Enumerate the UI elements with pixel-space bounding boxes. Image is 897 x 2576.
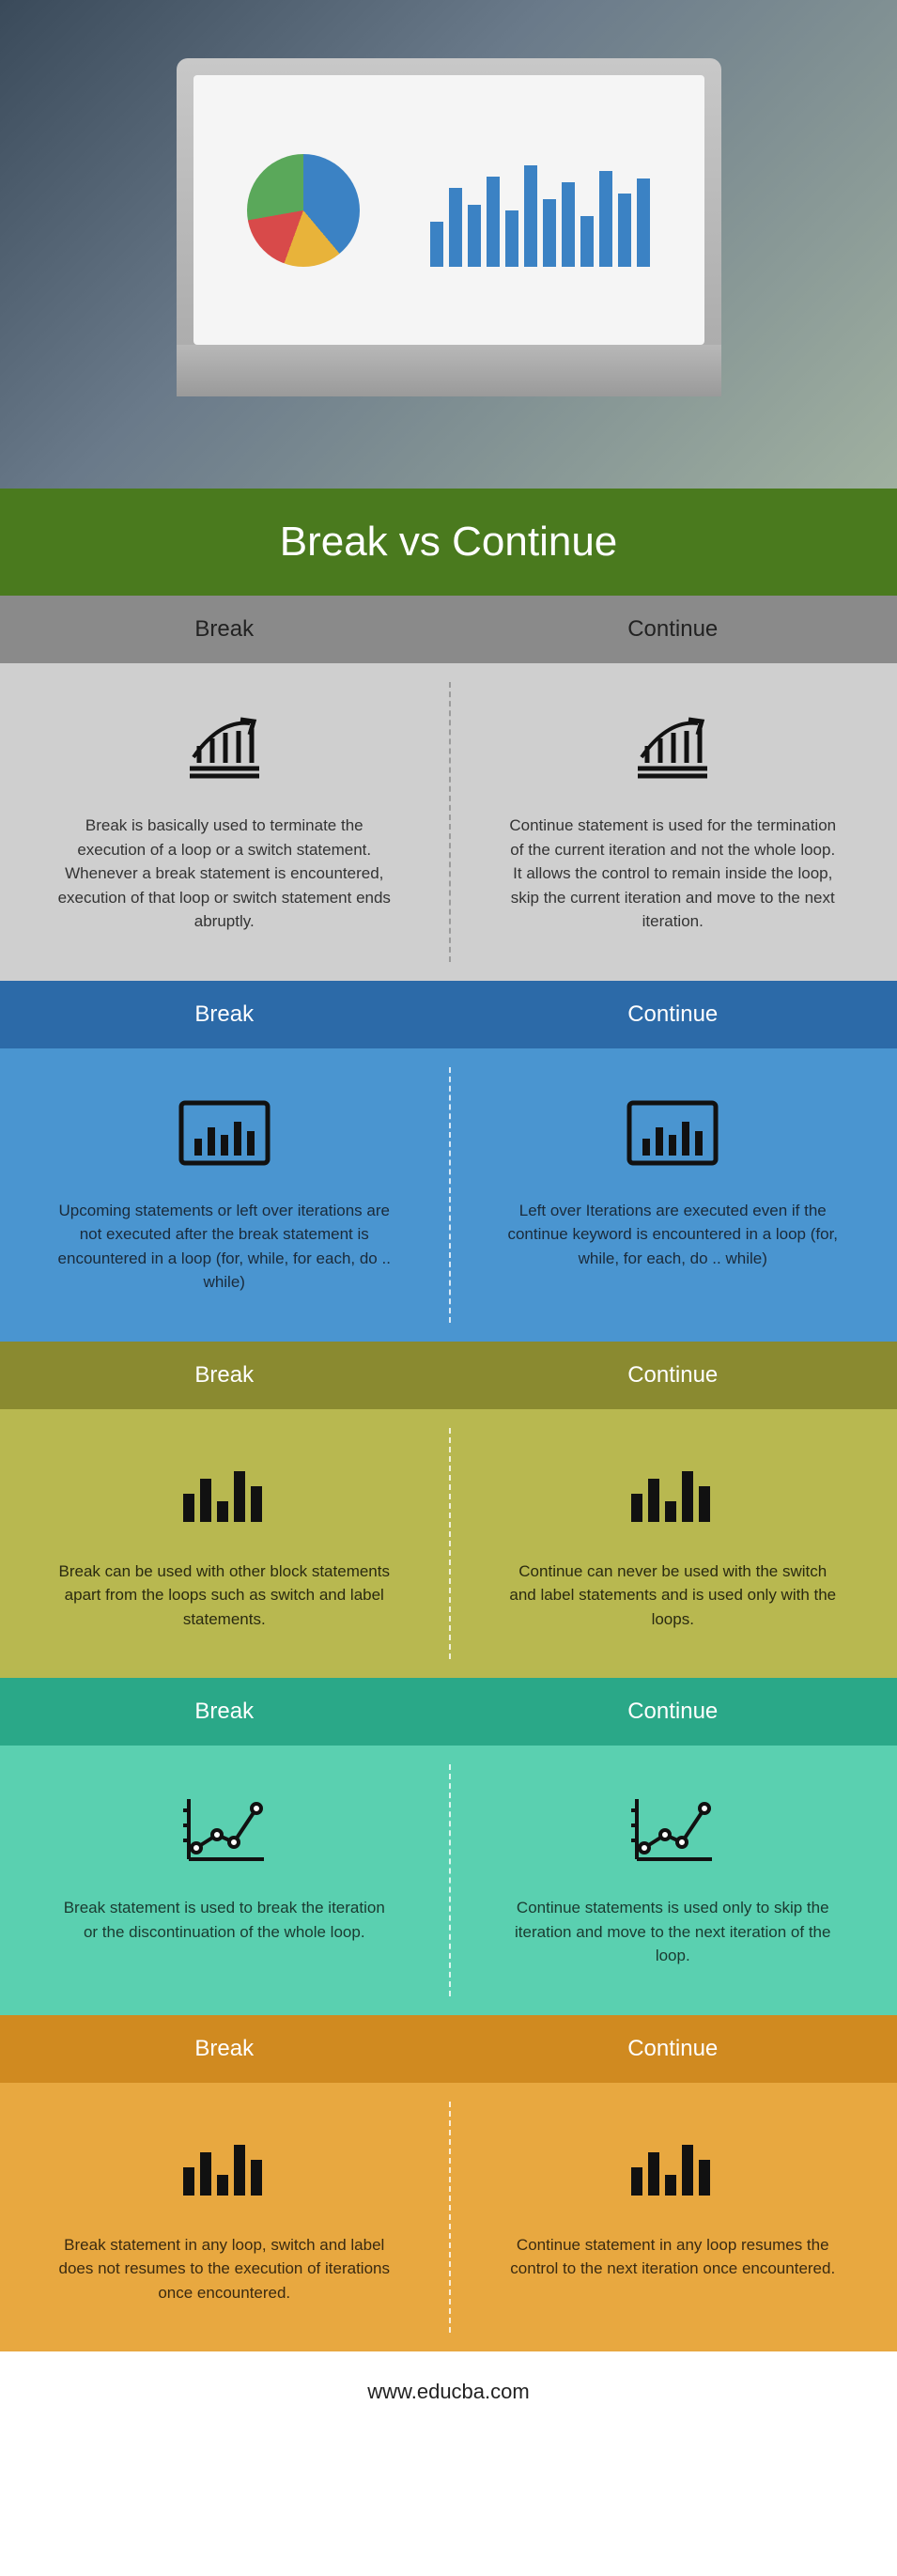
left-description: Break statement is used to break the ite… xyxy=(55,1896,394,1944)
linechart-icon xyxy=(626,1783,719,1877)
bars-icon xyxy=(627,2134,718,2201)
barbox-icon xyxy=(626,1086,719,1180)
hero-pie-chart xyxy=(247,154,360,267)
bars-icon xyxy=(179,2120,270,2214)
column-heading-break: Break xyxy=(0,2015,449,2083)
growth-icon xyxy=(182,701,267,795)
line-chart-icon xyxy=(178,1792,271,1869)
left-column: Upcoming statements or left over iterati… xyxy=(0,1048,449,1342)
column-heading-break: Break xyxy=(0,1342,449,1409)
right-column: Continue statement in any loop resumes t… xyxy=(449,2083,897,2352)
bars-icon xyxy=(627,2120,718,2214)
column-heading-continue: Continue xyxy=(449,981,897,1048)
column-heading-break: Break xyxy=(0,981,449,1048)
barbox-icon xyxy=(178,1086,271,1180)
right-description: Continue statement in any loop resumes t… xyxy=(503,2233,842,2281)
column-heading-continue: Continue xyxy=(449,2015,897,2083)
left-column: Break statement in any loop, switch and … xyxy=(0,2083,449,2352)
section-body: Upcoming statements or left over iterati… xyxy=(0,1048,897,1342)
section-header: BreakContinue xyxy=(0,2015,897,2083)
right-description: Left over Iterations are executed even i… xyxy=(503,1199,842,1271)
right-column: Continue statements is used only to skip… xyxy=(449,1746,897,2015)
bar-box-icon xyxy=(178,1099,271,1167)
linechart-icon xyxy=(178,1783,271,1877)
section-body: Break can be used with other block state… xyxy=(0,1409,897,1679)
left-column: Break is basically used to terminate the… xyxy=(0,663,449,981)
section-header: BreakContinue xyxy=(0,1678,897,1746)
column-heading-continue: Continue xyxy=(449,1342,897,1409)
left-description: Break can be used with other block state… xyxy=(55,1560,394,1632)
growth-chart-icon xyxy=(182,710,267,785)
left-description: Break is basically used to terminate the… xyxy=(55,814,394,934)
column-heading-continue: Continue xyxy=(449,1678,897,1746)
right-description: Continue statement is used for the termi… xyxy=(503,814,842,934)
right-description: Continue statements is used only to skip… xyxy=(503,1896,842,1968)
right-description: Continue can never be used with the swit… xyxy=(503,1560,842,1632)
page-title: Break vs Continue xyxy=(0,489,897,596)
hero-laptop-keyboard xyxy=(177,345,721,396)
hero-laptop-screen xyxy=(193,75,704,345)
right-column: Left over Iterations are executed even i… xyxy=(449,1048,897,1342)
bars-icon xyxy=(179,1460,270,1528)
bars-icon xyxy=(179,1447,270,1541)
column-heading-continue: Continue xyxy=(449,596,897,663)
right-column: Continue can never be used with the swit… xyxy=(449,1409,897,1679)
section-body: Break is basically used to terminate the… xyxy=(0,663,897,981)
section-header: BreakContinue xyxy=(0,1342,897,1409)
footer-url: www.educba.com xyxy=(0,2351,897,2432)
left-description: Upcoming statements or left over iterati… xyxy=(55,1199,394,1295)
column-heading-break: Break xyxy=(0,596,449,663)
left-description: Break statement in any loop, switch and … xyxy=(55,2233,394,2305)
line-chart-icon xyxy=(626,1792,719,1869)
bar-box-icon xyxy=(626,1099,719,1167)
section-body: Break statement in any loop, switch and … xyxy=(0,2083,897,2352)
bars-icon xyxy=(627,1447,718,1541)
bars-icon xyxy=(627,1460,718,1528)
hero-bar-chart xyxy=(430,154,650,267)
left-column: Break can be used with other block state… xyxy=(0,1409,449,1679)
column-heading-break: Break xyxy=(0,1678,449,1746)
growth-chart-icon xyxy=(630,710,715,785)
section-body: Break statement is used to break the ite… xyxy=(0,1746,897,2015)
growth-icon xyxy=(630,701,715,795)
bars-icon xyxy=(179,2134,270,2201)
section-header: BreakContinue xyxy=(0,596,897,663)
hero-image xyxy=(0,0,897,489)
left-column: Break statement is used to break the ite… xyxy=(0,1746,449,2015)
section-header: BreakContinue xyxy=(0,981,897,1048)
right-column: Continue statement is used for the termi… xyxy=(449,663,897,981)
hero-laptop-illustration xyxy=(177,58,721,396)
